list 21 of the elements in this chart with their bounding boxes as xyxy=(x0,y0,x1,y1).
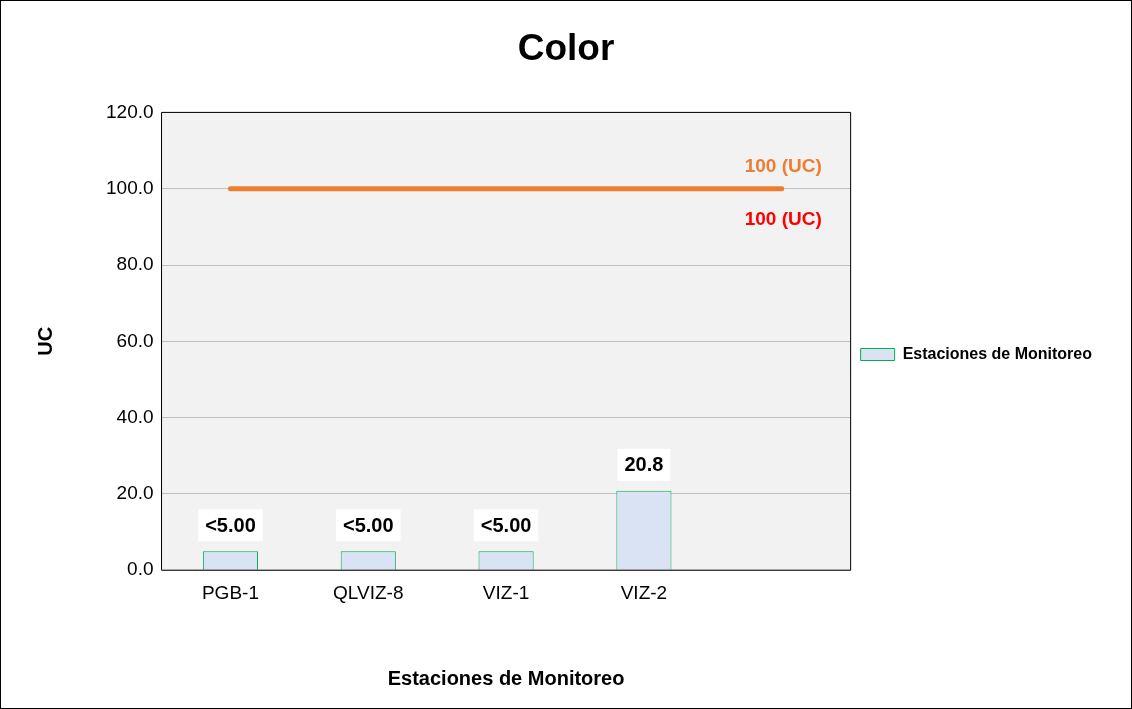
x-tick-label: QLVIZ-8 xyxy=(333,581,404,603)
y-tick-label: 120.0 xyxy=(106,100,154,122)
y-axis-title: UC xyxy=(33,326,56,356)
x-tick-label: VIZ-1 xyxy=(482,581,530,603)
y-tick-label: 100.0 xyxy=(106,176,154,198)
y-tick-label: 60.0 xyxy=(116,329,154,351)
y-tick-label: 80.0 xyxy=(116,253,154,275)
data-label: <5.00 xyxy=(480,513,532,536)
x-tick-label: VIZ-2 xyxy=(620,581,668,603)
y-tick-label: 40.0 xyxy=(116,405,154,427)
data-label: <5.00 xyxy=(205,513,256,536)
y-tick-label: 20.0 xyxy=(116,482,154,504)
data-label: <5.00 xyxy=(342,513,394,536)
y-tick-label: 0.0 xyxy=(127,558,154,580)
annotation: 100 (UC) xyxy=(744,208,822,230)
x-tick-label: PGB-1 xyxy=(201,581,259,603)
x-axis-title: Estaciones de Monitoreo xyxy=(387,666,625,689)
chart-title: Color xyxy=(517,27,615,69)
data-label: 20.8 xyxy=(624,453,664,476)
ref-line-label: 100 (UC) xyxy=(744,155,822,177)
legend-label: Estaciones de Monitoreo xyxy=(902,344,1093,362)
